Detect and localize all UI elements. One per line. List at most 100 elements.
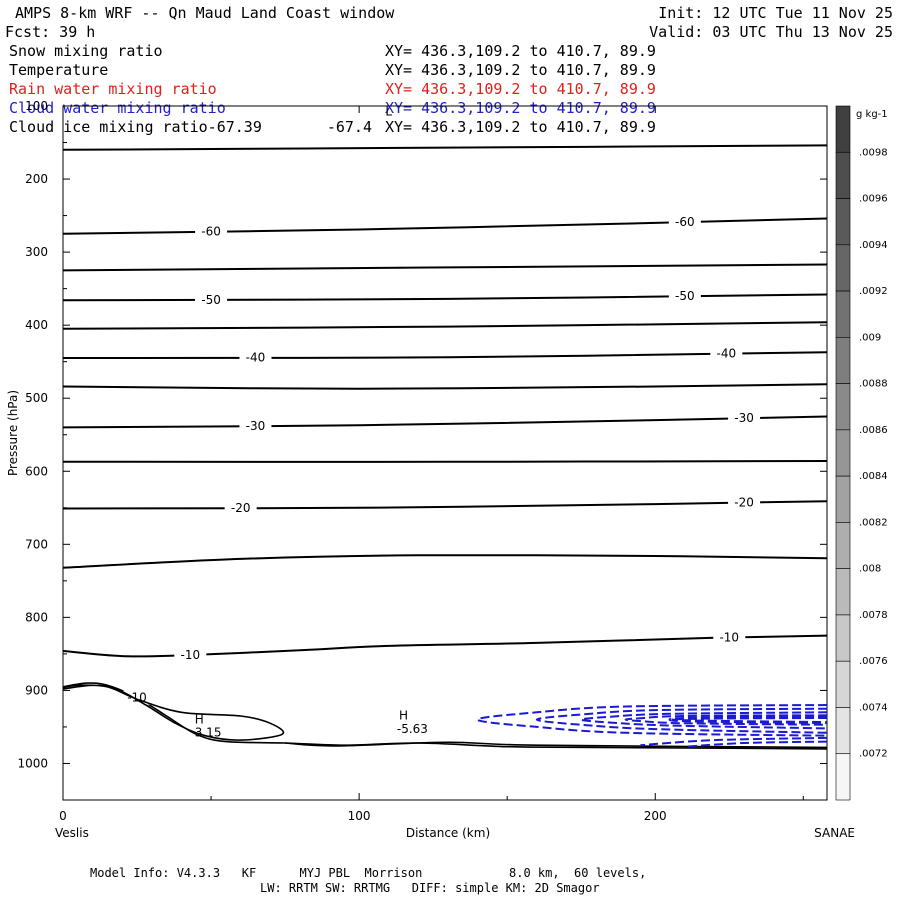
plot-area: -60 -60 -50 -50 -40 -40 -30 -30 -20 -20 -10 -10 -10… [17,99,828,823]
colorbar-swatch [835,198,851,246]
colorbar-label: .0092 [859,286,888,297]
colorbar-swatch [835,244,851,292]
surface-contours: -10 [62,682,828,750]
isotherm-line [62,500,828,510]
colorbar-swatch [835,707,851,755]
field-name: Snow mixing ratio [9,42,163,60]
chart-title: AMPS 8-km WRF -- Qn Maud Land Coast wind… [15,4,395,22]
cloud-water-contour [535,707,828,734]
x-axis: 0 100 200 [59,106,804,823]
contour-label-bg [174,647,207,662]
contour-label-bg [713,630,746,645]
colorbar-swatch [835,660,851,708]
field-name: Rain water mixing ratio [9,80,217,98]
cloud-water-contour [580,711,828,730]
y-axis-label: Pressure (hPa) [6,390,20,476]
header: AMPS 8-km WRF -- Qn Maud Land Coast wind… [5,4,893,41]
cloud-water-contour [640,736,828,747]
contour-label: -40 [246,351,266,365]
contour-label: -20 [734,496,754,510]
field-extra-value: -67.4 [327,118,372,136]
colorbar-label: .0088 [859,379,888,390]
y-tick-label: 600 [25,464,48,478]
y-tick-label: 1000 [17,756,48,770]
field-xy: XY= 436.3,109.2 to 410.7, 89.9 [385,80,656,98]
x-tick-label: 200 [644,809,667,823]
model-info-line1: Model Info: V4.3.3 KF MYJ PBL Morrison 8… [90,866,646,880]
colorbar-label: .009 [859,332,881,343]
contour-label: -20 [231,501,251,515]
surface-contour [62,684,285,741]
right-endpoint-label: SANAE [814,826,855,840]
field-xy: XY= 436.3,109.2 to 410.7, 89.9 [385,118,656,136]
contour-label-bg [239,419,272,434]
contour-label-bg [728,411,761,426]
colorbar-swatch [835,614,851,662]
contour-label-bg [728,495,761,510]
y-tick-label: 500 [25,391,48,405]
valid-time: Valid: 03 UTC Thu 13 Nov 25 [649,23,893,41]
contour-label: -40 [717,347,737,361]
contour-label: -10 [127,691,147,705]
x-tick-label: 0 [59,809,67,823]
colorbar-label: .0084 [859,471,888,482]
colorbar-swatch [835,337,851,384]
contour-label: -10 [719,631,739,645]
high-marker: H [399,709,408,723]
x-tick-label: 100 [348,809,371,823]
field-xy: XY= 436.3,109.2 to 410.7, 89.9 [385,42,656,60]
colorbar-swatch [835,568,851,616]
colorbar-label: .0074 [859,702,888,713]
isotherm-line [62,263,828,272]
colorbar-swatch [835,522,851,569]
isotherm-line [62,321,828,330]
annotations: LH3.15H-5.63 [195,104,428,739]
isotherm-line [62,217,828,235]
colorbar-label: .0072 [859,749,888,760]
colorbar-swatch [835,753,851,801]
extremum-value: 3.15 [195,725,222,739]
extremum-value: -5.63 [397,722,428,736]
low-marker: L [385,104,392,118]
y-tick-label: 700 [25,537,48,551]
field-xy: XY= 436.3,109.2 to 410.7, 89.9 [385,61,656,79]
forecast-hour: Fcst: 39 h [5,23,95,41]
y-tick-label: 200 [25,172,48,186]
colorbar-swatch [835,429,851,477]
colorbar-label: .008 [859,564,881,575]
colorbar-label: .0076 [859,656,888,667]
high-marker: H [195,712,204,726]
cloud-water-contour [476,704,828,737]
field-legend: Snow mixing ratio XY= 436.3,109.2 to 410.… [9,42,656,136]
cloud-water-contour [684,740,828,748]
colorbar-swatch [835,105,851,153]
colorbar-label: .0096 [859,194,888,205]
field-name: Cloud ice mixing ratio-67.39 [9,118,262,136]
footer: Model Info: V4.3.3 KF MYJ PBL Morrison 8… [90,866,646,895]
contour-label-bg [710,346,743,361]
cloud-water-contour [668,716,828,725]
surface-contour [285,741,828,749]
isotherm-line [62,144,828,151]
contour-label: -50 [675,289,695,303]
y-axis: 100 200 300 400 500 600 700 800 900 1000 [17,99,827,770]
colorbar-label: .0082 [859,517,888,528]
contour-label-bg [195,224,228,239]
contour-label: -60 [675,215,695,229]
field-name: Temperature [9,61,108,79]
contour-label: -10 [181,648,201,662]
isotherm-line [62,634,828,658]
colorbar-swatch [835,383,851,431]
colorbar-label: .0094 [859,240,888,251]
temperature-contours: -60 -60 -50 -50 -40 -40 -30 -30 -20 -20 -10 -10 [62,144,828,662]
contour-label-bg [668,215,701,230]
y-tick-label: 100 [25,99,48,113]
isotherm-line [62,460,828,463]
contour-label: -30 [734,411,754,425]
contour-label-bg [224,501,257,516]
contour-label-bg [239,350,272,365]
isotherm-line [62,554,828,569]
contour-label: -30 [246,419,266,433]
cloud-water-contour [624,714,828,726]
